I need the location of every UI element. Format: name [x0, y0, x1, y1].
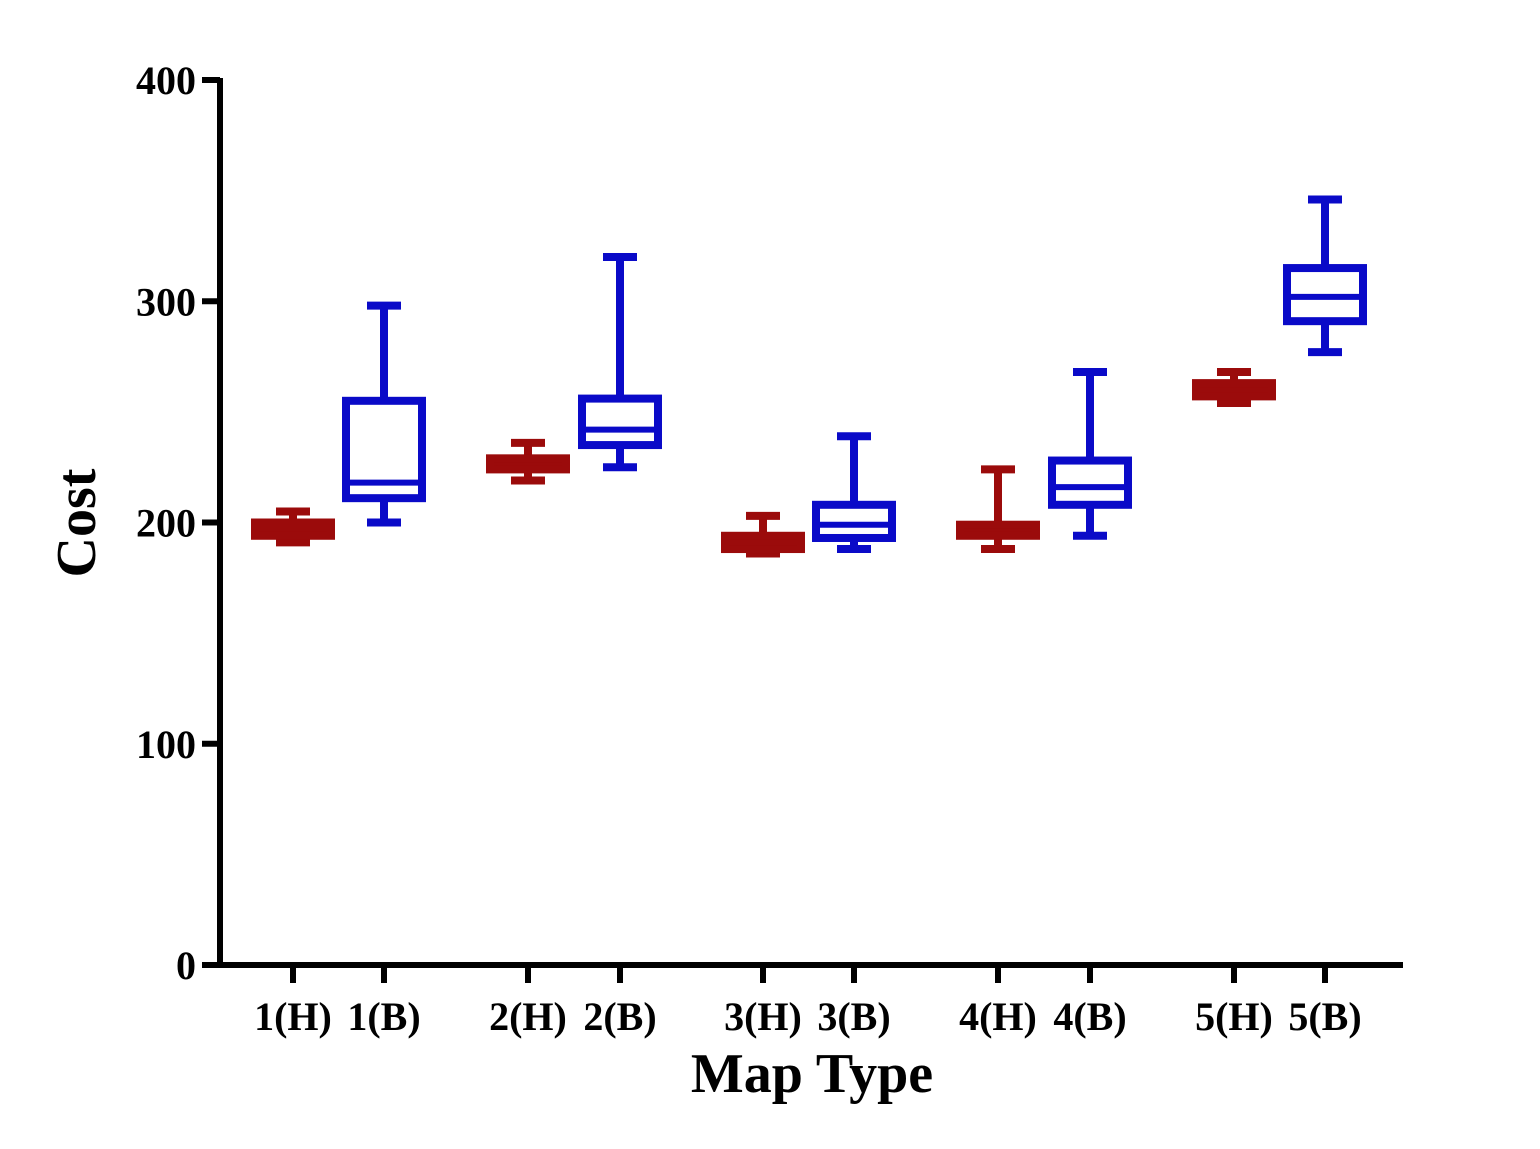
y-tick-label: 200	[136, 501, 196, 546]
x-tick-label: 5(H)	[1195, 994, 1273, 1039]
box-2(H)	[486, 438, 570, 485]
y-tick-label: 300	[136, 279, 196, 324]
x-tick-label: 2(B)	[583, 994, 656, 1039]
iqr-box	[1192, 379, 1276, 401]
y-axis-title: Cost	[46, 468, 108, 577]
iqr-box	[812, 500, 896, 542]
iqr-box	[251, 518, 335, 540]
box-4(H)	[956, 465, 1040, 554]
y-tick-label: 100	[136, 722, 196, 767]
x-tick-label: 3(H)	[724, 994, 802, 1039]
box-1(B)	[342, 301, 426, 527]
y-tick-label: 400	[136, 58, 196, 103]
x-tick-label: 5(B)	[1288, 994, 1361, 1039]
ticks-layer: 0 100 200 300 400 1(H) 1(B) 2(H) 2(B) 3(H) 3(B) 4(H…	[136, 58, 1362, 1039]
box-5(B)	[1283, 195, 1367, 357]
box-5(H)	[1192, 368, 1276, 408]
iqr-box	[1048, 456, 1132, 509]
x-tick-label: 4(B)	[1053, 994, 1126, 1039]
x-tick-label: 2(H)	[489, 994, 567, 1039]
iqr-box	[721, 531, 805, 554]
iqr-box	[578, 394, 662, 450]
iqr-box	[486, 454, 570, 474]
boxes-layer	[251, 195, 1367, 558]
x-tick-label: 4(H)	[959, 994, 1037, 1039]
y-tick-label: 0	[176, 943, 196, 988]
x-tick-label: 3(B)	[817, 994, 890, 1039]
x-tick-label: 1(H)	[254, 994, 332, 1039]
box-4(B)	[1048, 368, 1132, 540]
box-3(H)	[721, 511, 805, 558]
x-tick-label: 1(B)	[347, 994, 420, 1039]
box-2(B)	[578, 253, 662, 472]
x-axis-title: Map Type	[691, 1043, 933, 1105]
box-3(B)	[812, 432, 896, 554]
box-1(H)	[251, 507, 335, 547]
iqr-box	[956, 520, 1040, 540]
